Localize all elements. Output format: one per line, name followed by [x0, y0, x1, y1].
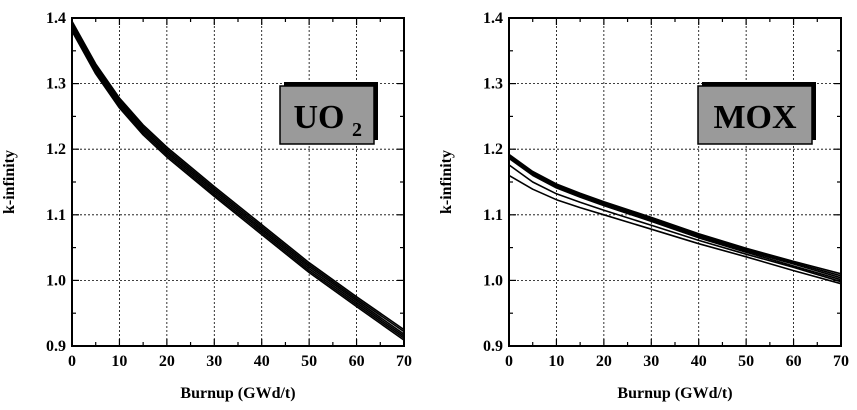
- x-tick-label: 30: [206, 353, 222, 370]
- y-tick-label: 1.4: [483, 10, 503, 27]
- plot-frame: [508, 17, 842, 347]
- x-tick-label: 40: [691, 353, 707, 370]
- x-tick-label: 30: [643, 353, 659, 370]
- y-tick-label: 1.2: [483, 141, 503, 158]
- y-tick-label: 1.2: [46, 141, 66, 158]
- series-line-6: [71, 30, 405, 341]
- series-line-6: [508, 174, 842, 285]
- x-axis-label: Burnup (GWd/t): [180, 385, 295, 402]
- series-line-2: [508, 155, 842, 277]
- series-line-2: [71, 22, 405, 333]
- x-tick-label: 60: [786, 353, 802, 370]
- y-tick-label: 1.1: [46, 207, 66, 224]
- x-tick-label: 10: [548, 353, 564, 370]
- series-line-1: [71, 20, 405, 331]
- series-line-4: [71, 26, 405, 337]
- series-line-1: [508, 153, 842, 275]
- x-tick-label: 70: [396, 353, 412, 370]
- badge-box: [279, 85, 375, 145]
- x-tick-label: 0: [68, 353, 76, 370]
- y-tick-label: 1.3: [46, 76, 66, 93]
- badge-label: UO: [294, 99, 345, 136]
- series-line-5: [71, 28, 405, 339]
- x-axis-label: Burnup (GWd/t): [617, 385, 732, 402]
- badge-box: [697, 85, 813, 145]
- chart-panel-2: 0 10 20 30 40 50 60 70 0.9 1.0 1.1 1.2 1.3 1.4 Burnup …: [438, 10, 849, 402]
- x-tick-label: 40: [254, 353, 270, 370]
- y-axis-label: k-infinity: [1, 150, 18, 214]
- badge-label: MOX: [713, 99, 797, 136]
- y-axis-label: k-infinity: [438, 150, 455, 214]
- y-tick-label: 1.4: [46, 10, 66, 27]
- chart-panel-1: 0 10 20 30 40 50 60 70 0.9 1.0 1.1 1.2 1.3 1.4 Burnup …: [1, 10, 412, 402]
- x-tick-label: 20: [159, 353, 175, 370]
- y-tick-label: 1.3: [483, 76, 503, 93]
- y-tick-label: 0.9: [483, 338, 503, 355]
- x-tick-label: 60: [349, 353, 365, 370]
- y-tick-label: 1.1: [483, 207, 503, 224]
- x-tick-label: 70: [833, 353, 849, 370]
- y-tick-label: 1.0: [46, 272, 66, 289]
- y-tick-label: 1.0: [483, 272, 503, 289]
- plot-frame: [71, 17, 405, 347]
- x-tick-label: 20: [596, 353, 612, 370]
- series-line-3: [71, 24, 405, 335]
- x-tick-label: 0: [505, 353, 513, 370]
- series-line-3: [508, 156, 842, 279]
- x-tick-label: 50: [301, 353, 317, 370]
- series-line-5: [508, 164, 842, 283]
- series-line-4: [508, 157, 842, 281]
- x-tick-label: 50: [738, 353, 754, 370]
- y-tick-label: 0.9: [46, 338, 66, 355]
- badge-subscript: 2: [352, 119, 362, 141]
- x-tick-label: 10: [111, 353, 127, 370]
